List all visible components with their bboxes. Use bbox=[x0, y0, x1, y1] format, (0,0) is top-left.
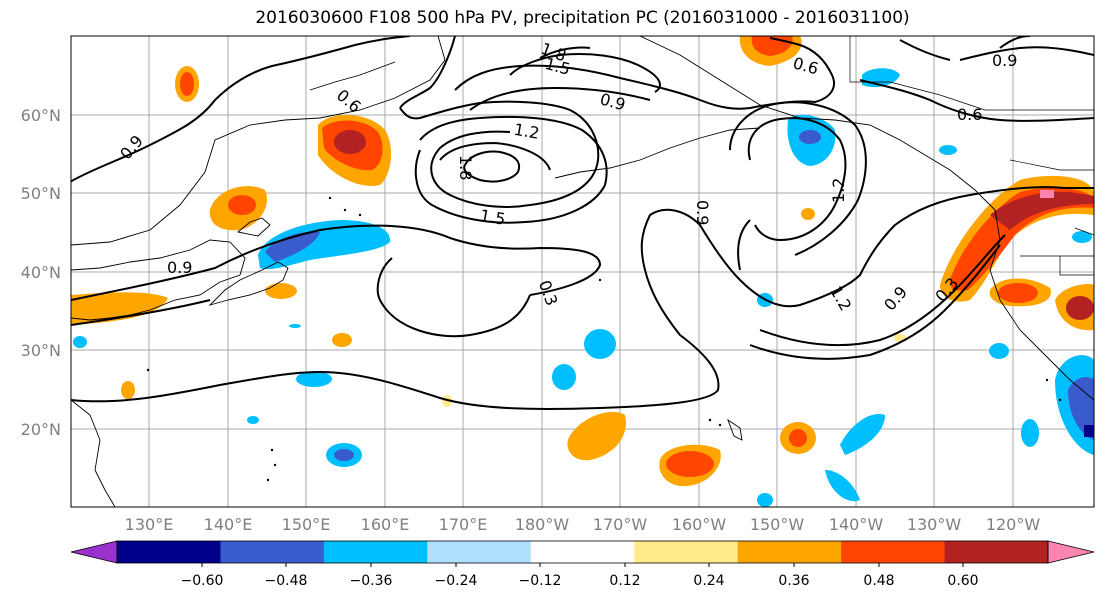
map-frame bbox=[70, 35, 1095, 508]
colorbar-tick-label: −0.36 bbox=[350, 573, 393, 589]
colorbar-tick-label: 0.24 bbox=[693, 573, 724, 589]
lon-label: 130°E bbox=[125, 515, 174, 534]
coastlines bbox=[71, 36, 1094, 507]
colorbar-tick-labels: −0.60 −0.48 −0.36 −0.24 −0.12 0.12 0.24 … bbox=[181, 573, 979, 589]
lat-label: 30°N bbox=[21, 341, 61, 360]
contour-label: 1.2 bbox=[829, 178, 848, 203]
colorbar-segment bbox=[323, 541, 428, 563]
precip-negative-regions bbox=[73, 68, 1094, 507]
colorbar-segment bbox=[841, 541, 946, 563]
contour-label: 0.9 bbox=[167, 258, 192, 277]
contour-label: 0.9 bbox=[693, 200, 712, 225]
colorbar-tick-label: 0.36 bbox=[778, 573, 809, 589]
colorbar-segments bbox=[70, 540, 1095, 564]
borders bbox=[849, 36, 1094, 276]
contour-label: 1.5 bbox=[478, 206, 506, 229]
islands bbox=[146, 196, 1062, 482]
colorbar-tick-label: 0.48 bbox=[863, 573, 894, 589]
contour-label: 0.9 bbox=[992, 51, 1017, 70]
colorbar-tick-label: −0.24 bbox=[435, 573, 478, 589]
colorbar-tick-label: 0.60 bbox=[947, 573, 978, 589]
lon-label: 180°W bbox=[515, 515, 570, 534]
colorbar-segment bbox=[530, 541, 635, 563]
contour-label: 1.2 bbox=[512, 120, 540, 143]
lon-label: 150°W bbox=[750, 515, 805, 534]
colorbar-tick-label: 0.12 bbox=[609, 573, 640, 589]
contour-label: 0.6 bbox=[957, 105, 982, 124]
lon-label: 140°W bbox=[829, 515, 884, 534]
colorbar-tick-marks bbox=[201, 563, 964, 567]
latitude-labels: 60°N 50°N 40°N 30°N 20°N bbox=[21, 106, 61, 439]
colorbar-segment bbox=[944, 541, 1049, 563]
colorbar-frame bbox=[116, 540, 1049, 564]
colorbar-segment bbox=[634, 541, 739, 563]
pv-contours bbox=[71, 36, 1094, 410]
chart-title: 2016030600 F108 500 hPa PV, precipitatio… bbox=[255, 8, 910, 28]
colorbar-extend-high bbox=[1047, 540, 1095, 564]
colorbar-segment bbox=[427, 541, 532, 563]
precip-positive-regions bbox=[71, 36, 1094, 487]
lon-label: 170°E bbox=[439, 515, 488, 534]
lon-label: 150°E bbox=[282, 515, 331, 534]
colorbar-segment bbox=[220, 541, 325, 563]
lon-label: 140°E bbox=[204, 515, 253, 534]
colorbar-tick-label: −0.12 bbox=[519, 573, 562, 589]
lon-label: 170°W bbox=[593, 515, 648, 534]
contour-label: 1.8 bbox=[456, 155, 475, 180]
colorbar-tick-label: −0.60 bbox=[181, 573, 224, 589]
lat-label: 50°N bbox=[21, 184, 61, 203]
lon-label: 120°W bbox=[986, 515, 1041, 534]
lat-label: 40°N bbox=[21, 263, 61, 282]
colorbar-tick-label: −0.48 bbox=[265, 573, 308, 589]
colorbar: −0.60 −0.48 −0.36 −0.24 −0.12 0.12 0.24 … bbox=[70, 540, 1095, 589]
colorbar-segment bbox=[117, 541, 221, 563]
lon-label: 130°W bbox=[907, 515, 962, 534]
lat-label: 60°N bbox=[21, 106, 61, 125]
lon-label: 160°E bbox=[361, 515, 410, 534]
colorbar-extend-low bbox=[70, 540, 118, 564]
colorbar-segment bbox=[737, 541, 842, 563]
lat-label: 20°N bbox=[21, 420, 61, 439]
longitude-labels: 130°E 140°E 150°E 160°E 170°E 180°W 170°… bbox=[125, 515, 1041, 534]
lon-label: 160°W bbox=[672, 515, 727, 534]
grid-lines bbox=[71, 36, 1094, 507]
